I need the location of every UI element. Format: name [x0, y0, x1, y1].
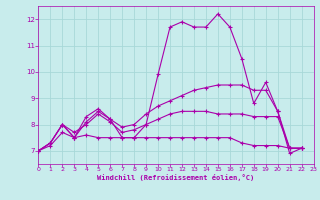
X-axis label: Windchill (Refroidissement éolien,°C): Windchill (Refroidissement éolien,°C) [97, 174, 255, 181]
